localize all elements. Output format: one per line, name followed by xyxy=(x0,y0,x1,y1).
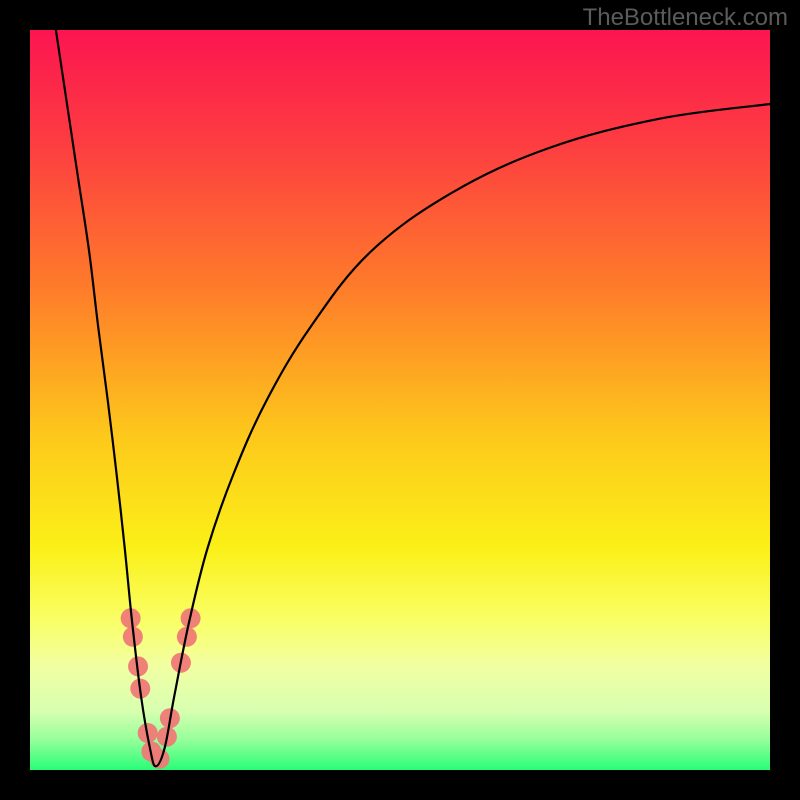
watermark-text: TheBottleneck.com xyxy=(583,4,788,32)
chart-container: TheBottleneck.com xyxy=(0,0,800,800)
chart-svg xyxy=(0,0,800,800)
